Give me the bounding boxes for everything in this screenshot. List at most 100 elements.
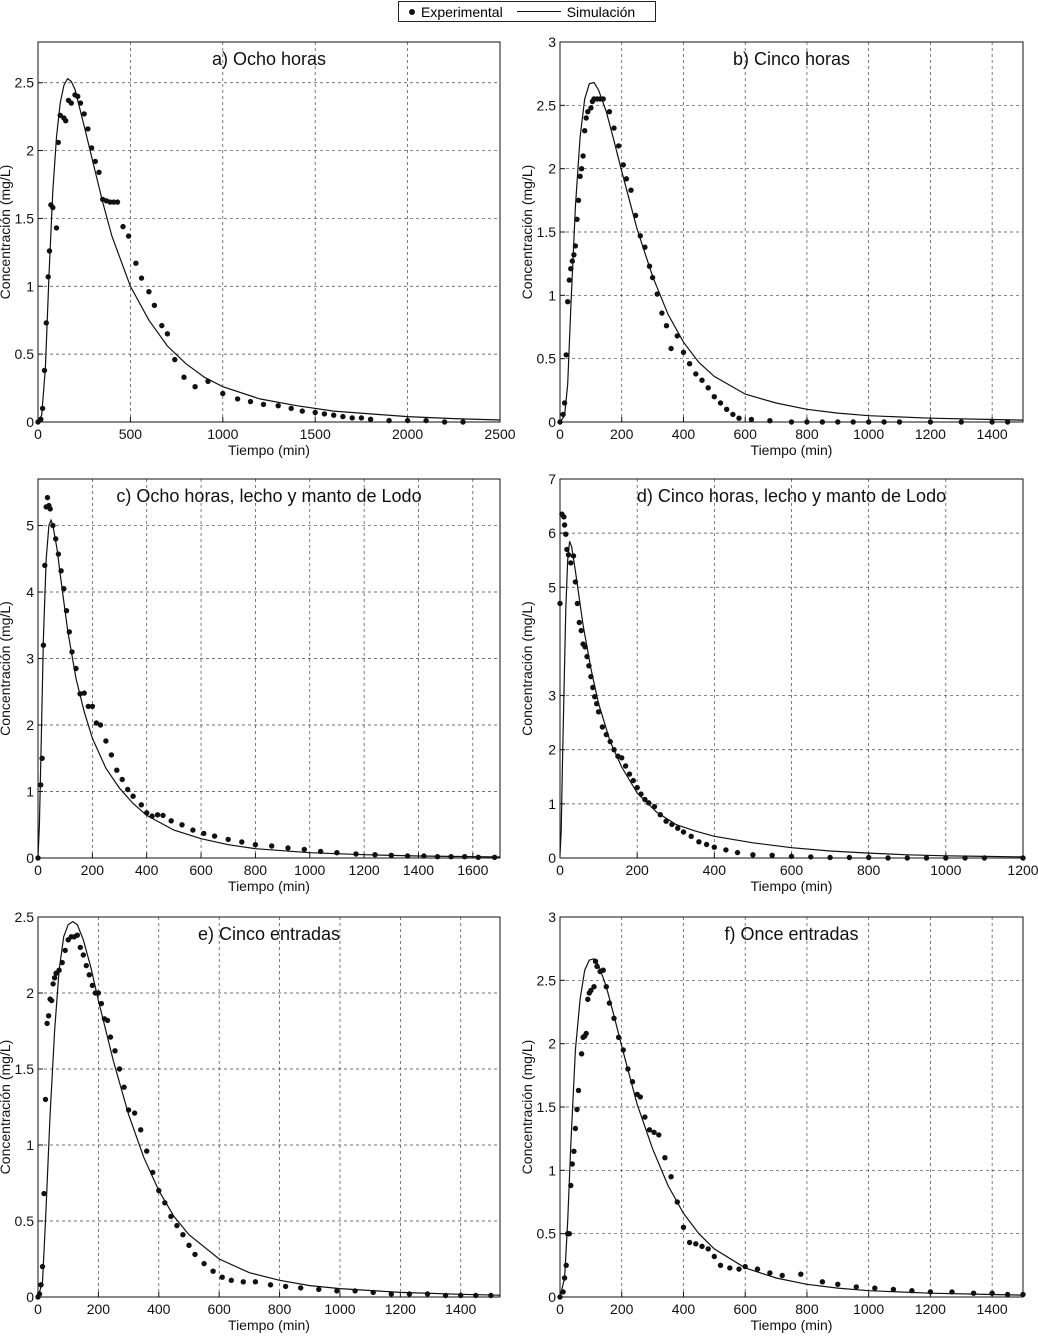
y-tick-label: 3 <box>26 651 34 667</box>
y-tick-label: 0 <box>26 850 34 866</box>
x-tick-label: 800 <box>795 426 819 442</box>
experimental-point <box>615 143 622 149</box>
experimental-point <box>247 398 254 405</box>
experimental-point <box>269 843 275 849</box>
y-tick-label: 2.5 <box>537 97 557 113</box>
experimental-point <box>174 1222 180 1229</box>
experimental-point <box>705 1246 711 1252</box>
experimental-point <box>568 266 574 272</box>
x-tick-label: 0 <box>556 426 564 442</box>
experimental-point <box>442 1292 449 1299</box>
experimental-point <box>138 802 144 808</box>
x-tick-label: 400 <box>672 426 696 442</box>
experimental-point <box>144 810 150 816</box>
experimental-point <box>574 600 581 607</box>
experimental-point <box>680 829 687 835</box>
experimental-point <box>77 100 84 106</box>
experimental-point <box>50 522 56 529</box>
x-tick-label: 1200 <box>1007 862 1038 878</box>
experimental-point <box>572 1125 579 1132</box>
experimental-point <box>488 1292 494 1299</box>
x-tick-label: 600 <box>734 1301 758 1317</box>
experimental-point <box>730 411 736 418</box>
experimental-point <box>578 1051 585 1057</box>
experimental-point <box>642 244 648 250</box>
experimental-point <box>239 839 245 845</box>
experimental-point <box>588 673 594 680</box>
experimental-point <box>668 345 674 352</box>
experimental-point <box>663 323 670 329</box>
x-axis-label: Tiempo (min) <box>751 878 833 894</box>
x-tick-label: 600 <box>207 1301 231 1317</box>
experimental-point <box>904 855 910 861</box>
experimental-point <box>66 629 73 635</box>
experimental-point <box>594 963 600 970</box>
experimental-point <box>352 1288 358 1294</box>
experimental-point <box>68 100 75 106</box>
experimental-point <box>220 390 226 397</box>
experimental-point <box>186 1242 192 1249</box>
experimental-point <box>58 568 64 574</box>
y-tick-label: 6 <box>548 525 556 541</box>
experimental-point <box>611 747 617 753</box>
experimental-point <box>172 356 178 363</box>
y-tick-label: 0.5 <box>537 351 557 367</box>
experimental-point <box>423 417 429 424</box>
experimental-point <box>885 855 891 861</box>
experimental-point <box>45 1013 52 1019</box>
chart-title: b) Cinco horas <box>733 49 850 69</box>
experimental-point <box>588 105 594 111</box>
experimental-point <box>316 1286 322 1293</box>
experimental-point <box>788 853 795 860</box>
y-tick-label: 2 <box>548 161 556 177</box>
experimental-point <box>424 1291 431 1297</box>
experimental-point <box>404 853 411 859</box>
x-tick-label: 1000 <box>207 426 238 442</box>
x-tick-label: 1500 <box>300 426 331 442</box>
experimental-point <box>568 560 574 566</box>
experimental-point <box>584 653 590 660</box>
x-tick-label: 1000 <box>853 1301 884 1317</box>
experimental-point <box>121 1084 127 1090</box>
experimental-point <box>568 1182 574 1189</box>
experimental-point <box>981 855 988 861</box>
experimental-point <box>599 724 606 730</box>
y-tick-label: 1.5 <box>537 1099 557 1115</box>
experimental-point <box>881 419 887 425</box>
experimental-point <box>168 818 174 824</box>
y-tick-label: 0 <box>26 1289 34 1305</box>
experimental-point <box>168 1213 174 1220</box>
experimental-marker-icon <box>409 8 415 15</box>
experimental-point <box>574 216 580 222</box>
experimental-point <box>646 800 652 806</box>
plot-frame <box>37 41 501 423</box>
experimental-point <box>51 975 58 981</box>
x-tick-label: 0 <box>34 862 42 878</box>
experimental-point <box>81 690 87 696</box>
experimental-point <box>580 153 586 159</box>
experimental-point <box>576 619 582 626</box>
x-tick-label: 400 <box>703 862 727 878</box>
experimental-point <box>680 349 687 355</box>
experimental-point <box>748 416 755 423</box>
y-tick-label: 7 <box>548 471 556 487</box>
experimental-point <box>44 1020 50 1027</box>
experimental-point <box>590 684 596 691</box>
simulation-line <box>37 518 501 859</box>
y-tick-label: 0 <box>548 414 556 430</box>
x-tick-label: 1200 <box>385 1301 416 1317</box>
experimental-point <box>566 277 572 283</box>
experimental-point <box>711 394 717 400</box>
experimental-point <box>285 845 291 851</box>
experimental-point <box>112 1048 118 1054</box>
x-tick-label: 200 <box>81 862 105 878</box>
y-tick-label: 2 <box>548 1036 556 1052</box>
experimental-point <box>41 1190 47 1197</box>
experimental-point <box>560 411 566 418</box>
experimental-point <box>561 514 567 520</box>
x-tick-label: 200 <box>610 1301 634 1317</box>
y-axis-label: Concentración (mg/L) <box>0 1040 13 1175</box>
experimental-point <box>353 851 359 857</box>
experimental-point <box>705 385 711 391</box>
y-tick-label: 0 <box>548 850 556 866</box>
